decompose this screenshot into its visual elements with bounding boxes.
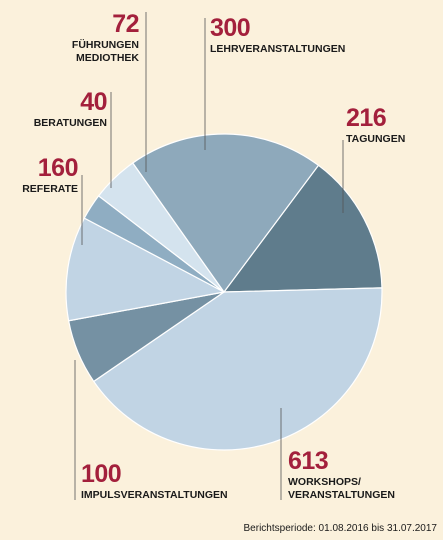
caption-referate: REFERATE: [22, 183, 78, 195]
pie-slice-lehrveranstaltungen: [131, 133, 320, 294]
label-impulsveranstaltungen: 100 IMPULSVERANSTALTUNGEN: [81, 462, 228, 502]
value-workshops: 613: [288, 447, 329, 475]
caption-impulsveranstaltungen: IMPULSVERANSTALTUNGEN: [81, 489, 228, 501]
label-tagungen: 216 TAGUNGEN: [346, 106, 405, 146]
label-lehrveranstaltungen: 300 LEHRVERANSTALTUNGEN: [210, 16, 345, 56]
report-period-footnote: Berichtsperiode: 01.08.2016 bis 31.07.20…: [243, 523, 437, 534]
caption-tagungen: TAGUNGEN: [346, 133, 406, 145]
pie-slice-workshops: [92, 287, 383, 451]
value-impulsveranstaltungen: 100: [81, 460, 122, 488]
label-referate: 160 REFERATE: [22, 156, 78, 196]
value-referate: 160: [37, 154, 79, 182]
value-beratungen: 40: [80, 88, 107, 116]
pie-slice-tagungen: [222, 164, 383, 293]
value-lehrveranstaltungen: 300: [210, 14, 251, 42]
value-fuehrungen: 72: [112, 10, 139, 38]
label-beratungen: 40 BERATUNGEN: [33, 88, 108, 130]
caption-workshops: WORKSHOPS/ VERANSTALTUNGEN: [288, 476, 395, 501]
caption-lehrveranstaltungen: LEHRVERANSTALTUNGEN: [210, 43, 346, 55]
caption-beratungen: BERATUNGEN: [33, 117, 107, 129]
label-fuehrungen: 72 FÜHRUNGEN MEDIOTHEK: [71, 10, 140, 65]
caption-fuehrungen: FÜHRUNGEN MEDIOTHEK: [71, 39, 139, 64]
value-tagungen: 216: [346, 104, 387, 132]
label-workshops: 613 WORKSHOPS/ VERANSTALTUNGEN: [288, 449, 395, 502]
